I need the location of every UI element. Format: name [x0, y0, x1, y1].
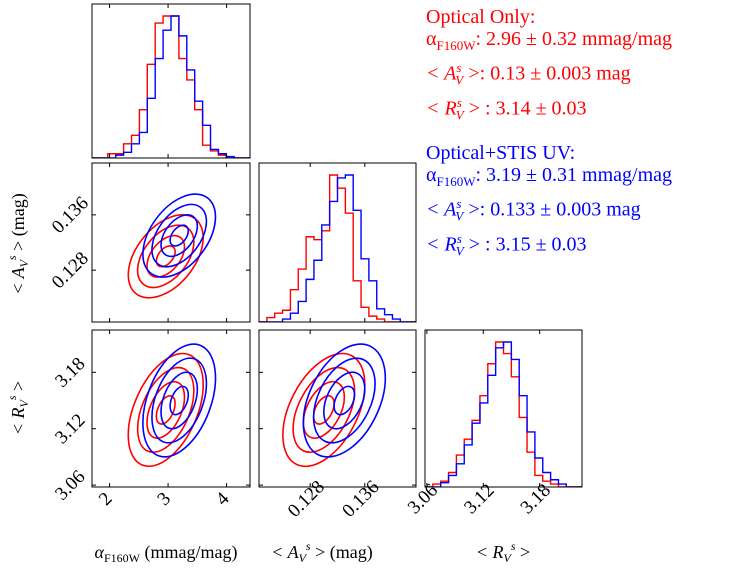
contour-alpha-rv-series-1-level-2 — [151, 357, 208, 444]
panel-rv-rv — [424, 329, 583, 488]
contour-alpha-av-series-1-level-2 — [151, 203, 208, 268]
histogram-rv-series-0 — [425, 341, 582, 487]
optical-only-title: Optical Only: — [426, 6, 536, 28]
contour-av-rv-series-1-level-0 — [333, 385, 356, 416]
panel-av-rv — [258, 329, 417, 488]
ytick-label-rv-2: 3.18 — [51, 353, 89, 391]
stis-alpha-line: αF160W: 3.19 ± 0.31 mmag/mag — [426, 164, 672, 189]
xtick-label-rv-1: 3.12 — [460, 480, 498, 518]
contour-av-rv-series-0-level-0 — [312, 395, 335, 425]
histogram-alpha-series-0 — [92, 15, 250, 158]
histogram-av-series-0 — [259, 174, 416, 322]
xtick-label-alpha-1: 3 — [153, 488, 175, 510]
contour-av-rv-series-0-level-2 — [292, 366, 356, 454]
optical-stis-annotation: Optical+STIS UV: αF160W: 3.19 ± 0.31 mma… — [426, 142, 672, 262]
xlabel-av: < AVs > (mag) — [271, 539, 372, 565]
xtick-label-rv-2: 3.18 — [517, 480, 555, 518]
histogram-rv-series-1 — [425, 341, 582, 487]
xtick-label-av-0: 0.128 — [284, 477, 329, 522]
contour-alpha-av-series-0-level-1 — [146, 234, 186, 278]
optical-only-annotation: Optical Only: αF160W: 2.96 ± 0.32 mmag/m… — [426, 6, 672, 126]
xlabel-alpha: αF160W (mmag/mag) — [95, 542, 238, 565]
ytick-label-av-0: 0.128 — [48, 248, 93, 293]
xtick-label-alpha-2: 4 — [212, 488, 234, 510]
contour-alpha-rv-series-0-level-0 — [155, 395, 176, 425]
ylabel-rv: < RVs > — [5, 381, 31, 435]
contour-alpha-av-series-0-level-0 — [155, 245, 176, 268]
ytick-label-rv-1: 3.12 — [51, 410, 89, 448]
contour-av-rv-series-1-level-3 — [302, 343, 387, 458]
stis-rv-line: < RsV > : 3.15 ± 0.03 — [426, 230, 587, 259]
contour-av-rv-series-1-level-2 — [312, 357, 376, 444]
contour-alpha-av-series-1-level-3 — [142, 193, 217, 278]
panel-alpha-alpha — [91, 3, 251, 159]
optical-alpha-line: αF160W: 2.96 ± 0.32 mmag/mag — [426, 28, 672, 53]
histogram-alpha-series-1 — [92, 15, 250, 158]
xtick-label-av-1: 0.136 — [338, 477, 383, 522]
contour-alpha-rv-series-0-level-1 — [146, 380, 186, 439]
contour-av-rv-series-0-level-3 — [282, 352, 366, 468]
optical-stis-title: Optical+STIS UV: — [426, 142, 576, 164]
panel-alpha-av — [91, 162, 251, 323]
optical-rv-line: < RsV > : 3.14 ± 0.03 — [426, 94, 587, 123]
contour-av-rv-series-1-level-1 — [323, 371, 366, 430]
panel-alpha-rv — [91, 329, 251, 488]
contour-av-rv-series-0-level-1 — [302, 380, 346, 439]
xlabel-rv: < RVs > — [476, 539, 530, 565]
ytick-label-av-1: 0.136 — [48, 193, 93, 238]
ylabel-av: < AVs > (mag) — [5, 193, 31, 294]
contour-alpha-rv-series-1-level-1 — [160, 371, 199, 430]
contour-alpha-av-series-1-level-1 — [160, 214, 199, 258]
xtick-label-alpha-0: 2 — [95, 488, 117, 510]
contour-alpha-av-series-1-level-0 — [169, 224, 190, 247]
xtick-label-rv-0: 3.06 — [404, 480, 442, 518]
ytick-label-rv-0: 3.06 — [51, 466, 89, 504]
contour-alpha-av-series-0-level-2 — [136, 224, 195, 289]
optical-av-line: < AsV >: 0.13 ± 0.003 mag — [426, 60, 631, 88]
contour-alpha-rv-series-1-level-3 — [142, 343, 217, 458]
histogram-av-series-1 — [259, 174, 416, 322]
panel-av-av — [258, 162, 417, 323]
stis-av-line: < AsV >: 0.133 ± 0.003 mag — [426, 196, 641, 224]
contour-alpha-rv-series-1-level-0 — [169, 385, 190, 416]
